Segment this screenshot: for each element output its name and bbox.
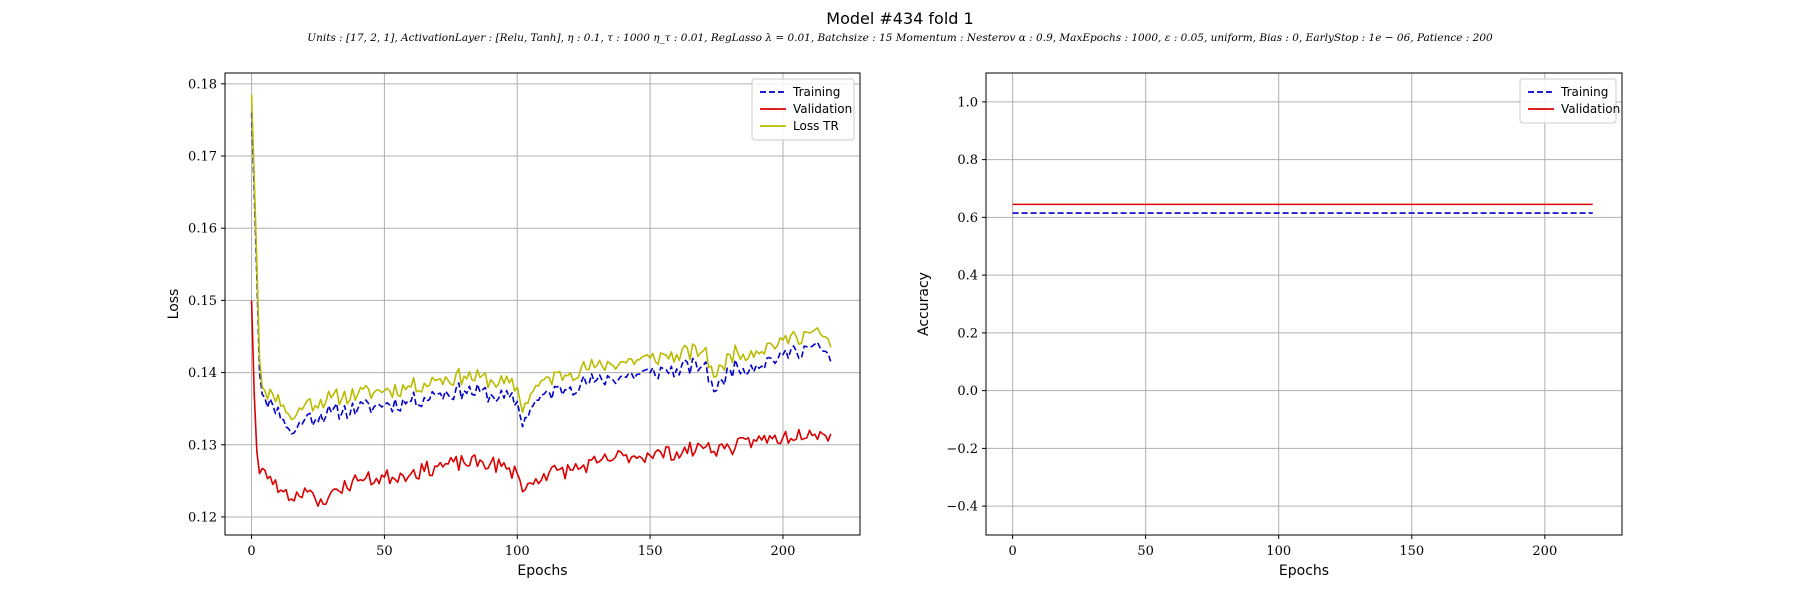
x-tick-label: 0	[1008, 544, 1016, 559]
plot-frame	[224, 72, 861, 536]
y-tick-label: 0.16	[188, 222, 217, 237]
y-tick-label: 1.0	[957, 95, 978, 110]
figure-subtitle: Units : [17, 2, 1], ActivationLayer : [R…	[307, 32, 1493, 44]
legend-entry: Training	[792, 85, 840, 99]
series-line-validation	[250, 300, 832, 507]
y-tick-label: 0.13	[188, 438, 217, 453]
y-axis-label: Accuracy	[916, 272, 932, 336]
y-tick-label: 0.6	[957, 211, 978, 226]
y-axis-label: Loss	[166, 289, 182, 320]
legend-entry: Validation	[1561, 102, 1620, 116]
x-axis-label: Epochs	[517, 563, 567, 579]
y-tick-label: −0.2	[946, 442, 978, 457]
x-tick-label: 100	[1266, 544, 1291, 559]
y-tick-label: 0.0	[957, 384, 978, 399]
x-tick-label: 150	[1399, 544, 1424, 559]
accuracy-chart: 0 50 100 150 200 −0.4 −0.2 0.0 0.2 0.4 0.6 0.8 1.0 Ep…	[916, 72, 1623, 579]
x-tick-label: 200	[1532, 544, 1557, 559]
y-tick-label: −0.4	[946, 500, 978, 515]
legend-entry: Loss TR	[793, 119, 839, 133]
y-tick-label: 0.17	[188, 150, 217, 165]
y-tick-label: 0.18	[188, 77, 217, 92]
legend-entry: Training	[1560, 85, 1608, 99]
x-tick-label: 200	[771, 544, 796, 559]
series-line-loss-tr	[250, 94, 832, 421]
series-line-training	[250, 112, 832, 435]
x-tick-label: 50	[1137, 544, 1154, 559]
y-tick-label: 0.14	[188, 366, 217, 381]
x-tick-label: 150	[638, 544, 663, 559]
x-tick-label: 100	[505, 544, 530, 559]
y-tick-label: 0.12	[188, 510, 217, 525]
figure-title: Model #434 fold 1	[826, 9, 973, 28]
x-axis-label: Epochs	[1279, 563, 1329, 579]
y-tick-label: 0.8	[957, 153, 978, 168]
legend: Training Validation Loss TR	[751, 78, 855, 141]
loss-chart: 0 50 100 150 200 0.12 0.13 0.14 0.15 0.16 0.17 0.18…	[166, 72, 861, 579]
y-tick-label: 0.2	[957, 326, 978, 341]
x-tick-label: 0	[247, 544, 255, 559]
plot-frame	[985, 72, 1623, 536]
y-tick-label: 0.4	[957, 269, 978, 284]
legend-entry: Validation	[793, 102, 852, 116]
legend: Training Validation	[1519, 78, 1620, 124]
y-tick-label: 0.15	[188, 294, 217, 309]
x-tick-label: 50	[376, 544, 393, 559]
